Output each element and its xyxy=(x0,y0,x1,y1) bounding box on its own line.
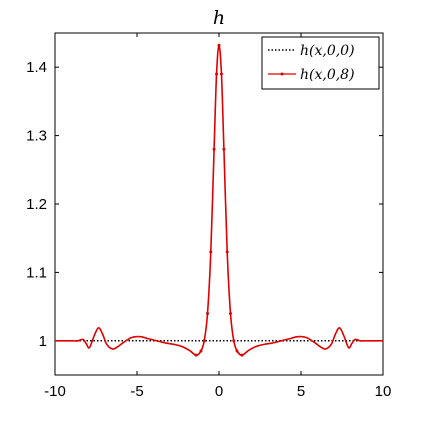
series-layer xyxy=(55,43,383,357)
x-tick-label: -5 xyxy=(130,383,143,400)
series-point xyxy=(215,72,219,76)
series-point xyxy=(228,311,232,315)
axis-ticks: -10 -5 0 5 10 1 1.1 1.2 1.3 1.4 xyxy=(26,33,391,400)
legend: h(x,0,0) h(x,0,8) xyxy=(261,36,380,90)
series-point xyxy=(194,353,198,357)
legend-label-h-0-0: h(x,0,0) xyxy=(300,43,355,59)
x-tick-label: 0 xyxy=(215,383,223,400)
series-point xyxy=(209,250,213,254)
series-point xyxy=(217,43,221,47)
legend-box xyxy=(261,36,380,90)
series-point xyxy=(225,250,229,254)
legend-label-h-0-8: h(x,0,8) xyxy=(300,67,355,83)
series-point xyxy=(235,349,239,353)
x-tick-label: 5 xyxy=(297,383,305,400)
series-point xyxy=(219,72,223,76)
series-point xyxy=(212,147,216,151)
legend-marker-h-0-8 xyxy=(280,72,284,76)
series-point xyxy=(240,353,244,357)
y-tick-label: 1.3 xyxy=(26,128,47,145)
series-point xyxy=(232,339,236,343)
y-tick-label: 1.1 xyxy=(26,264,47,281)
series-point xyxy=(222,147,226,151)
series-point xyxy=(206,311,210,315)
series-point xyxy=(202,339,206,343)
y-tick-label: 1.2 xyxy=(26,196,47,213)
series-point xyxy=(199,349,203,353)
y-tick-label: 1 xyxy=(39,333,47,350)
y-tick-label: 1.4 xyxy=(26,59,47,76)
x-tick-label: 10 xyxy=(375,383,392,400)
series-line-1 xyxy=(55,44,383,356)
x-tick-label: -10 xyxy=(44,383,66,400)
chart-title: h xyxy=(213,7,225,29)
